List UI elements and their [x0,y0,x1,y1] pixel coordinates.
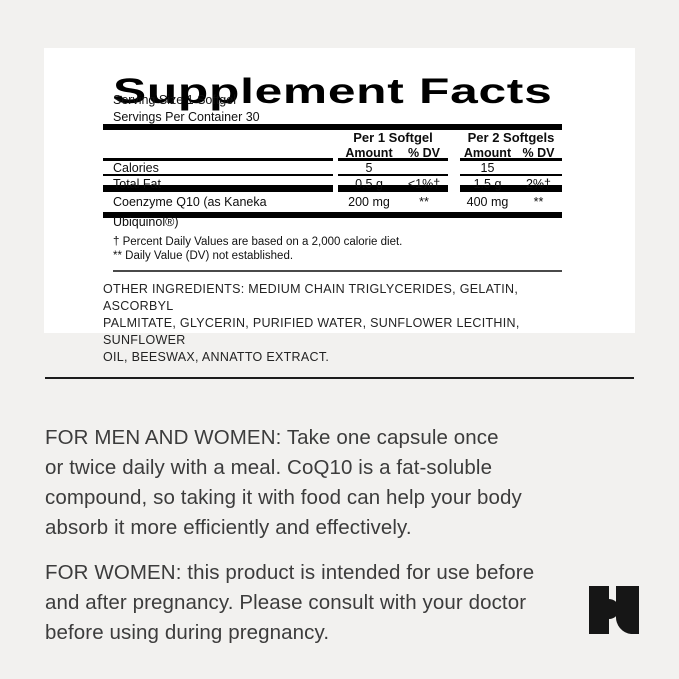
directions-women-text: FOR WOMEN: this product is intended for … [45,561,535,644]
footnote-divider-rule [113,270,562,272]
table-row-calories: Calories 5 15 [103,161,562,176]
facts-table: Per 1 Softgel Per 2 Softgels Amount % DV… [103,124,562,229]
coq10-dv-2: ** [533,195,544,209]
supplement-facts-title: Supplement Facts [113,72,553,111]
calories-amount-1: 5 [365,161,373,175]
table-row-coenzyme-q10: Coenzyme Q10 (as Kaneka Ubiquinol®) 200 … [103,192,562,229]
amount-header-1: Amount [345,146,393,160]
brand-n-logo-icon [589,586,639,634]
total-fat-dv-2: 2%† [525,177,552,191]
total-fat-amount-1: 0.5 g [355,177,383,191]
other-ingredients-text: OTHER INGREDIENTS: MEDIUM CHAIN TRIGLYCE… [103,282,520,364]
table-bottom-rule [103,212,562,218]
amount-header-2: Amount [463,146,512,160]
calories-dv-1 [400,161,448,174]
calories-amount-2: 15 [480,161,495,175]
coq10-amount-1: 200 mg [348,195,390,209]
supplement-facts-panel: Supplement Facts Serving Size 1 Softgel … [44,48,635,364]
directions-men-women-text: FOR MEN AND WOMEN: Take one capsule once… [45,426,522,539]
dv-header-1: % DV [408,146,440,160]
col-header-per-2-softgels: Per 2 Softgels [467,130,555,145]
total-fat-amount-2: 1.5 g [473,177,502,191]
nutrient-name: Calories [103,161,333,176]
total-fat-dv-1: <1%† [407,177,441,191]
nutrient-column-spacer [103,130,333,146]
footnotes: † Percent Daily Values are based on a 2,… [113,236,402,263]
table-row-total-fat: Total Fat 0.5 g <1%† 1.5 g 2%† [103,176,562,192]
dv-header-2: % DV [522,146,555,160]
supplement-facts-label: Supplement Facts Serving Size 1 Softgel … [103,48,562,364]
coq10-amount-2: 400 mg [466,195,509,209]
footnote-dv-not-established: ** Daily Value (DV) not established. [113,249,294,262]
calories-dv-2 [515,161,562,174]
nutrient-name: Total Fat [103,176,333,192]
nutrient-name: Coenzyme Q10 (as Kaneka Ubiquinol®) [113,195,267,229]
footnote-daily-values: † Percent Daily Values are based on a 2,… [113,236,403,248]
table-subheader-row: Amount % DV Amount % DV [103,146,562,161]
table-column-group-header-row: Per 1 Softgel Per 2 Softgels [103,130,562,146]
serving-size-text: Serving Size 1 Softgel [113,93,236,107]
serving-info: Serving Size 1 Softgel Servings Per Cont… [113,92,260,126]
section-divider [45,377,634,379]
coq10-dv-1: ** [419,195,429,209]
table-top-rule [103,124,562,130]
col-header-per-1-softgel: Per 1 Softgel [353,130,433,145]
servings-per-container-text: Servings Per Container 30 [113,110,260,124]
